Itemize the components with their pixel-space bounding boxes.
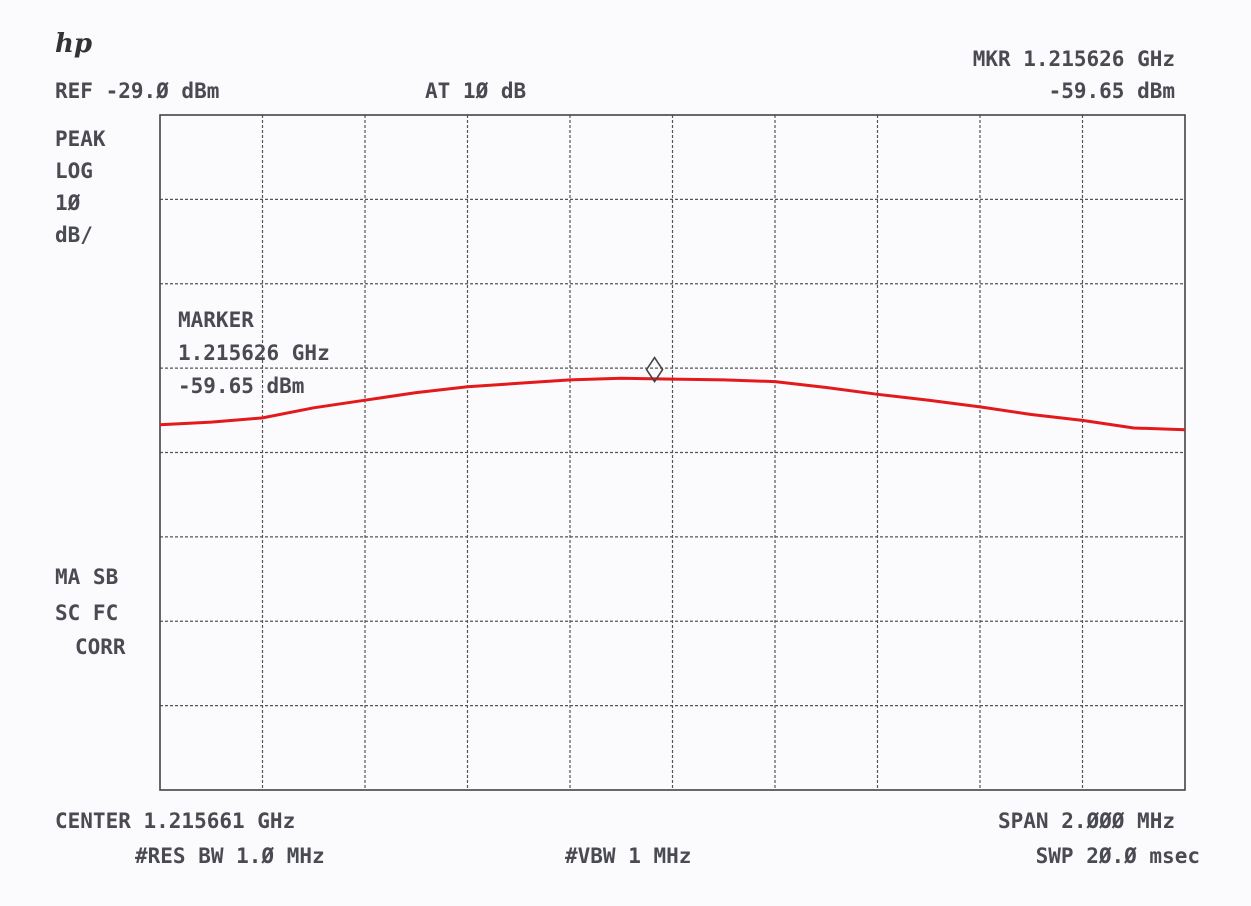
scale-text: PEAK <box>55 127 106 151</box>
ref-level: REF -29.Ø dBm <box>55 79 219 103</box>
logo: hp <box>55 29 92 59</box>
sweep-time: SWP 2Ø.Ø msec <box>1036 844 1200 868</box>
status-text: SC FC <box>55 601 118 625</box>
marker-diamond <box>645 356 664 384</box>
scale-text: dB/ <box>55 223 93 247</box>
scale-text: LOG <box>55 159 93 183</box>
center-frequency: CENTER 1.215661 GHz <box>55 809 295 833</box>
resolution-bandwidth: #RES BW 1.Ø MHz <box>135 844 325 868</box>
trace <box>159 376 1186 432</box>
marker-box-text: -59.65 dBm <box>178 374 304 398</box>
graticule-frame <box>159 114 1186 791</box>
status-text: CORR <box>75 635 126 659</box>
marker-box-text: MARKER <box>178 308 254 332</box>
span: SPAN 2.ØØØ MHz <box>998 809 1175 833</box>
marker-frequency: MKR 1.215626 GHz <box>973 47 1175 71</box>
attenuation: AT 1Ø dB <box>425 79 526 103</box>
status-text: MA SB <box>55 565 118 589</box>
marker-box-text: 1.215626 GHz <box>178 341 330 365</box>
video-bandwidth: #VBW 1 MHz <box>565 844 691 868</box>
marker-level: -59.65 dBm <box>1049 79 1175 103</box>
scale-text: 1Ø <box>55 191 81 215</box>
